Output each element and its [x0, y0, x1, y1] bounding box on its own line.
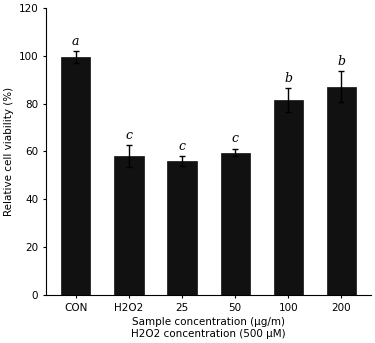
Bar — [61, 57, 90, 295]
Text: c: c — [125, 129, 132, 142]
Bar — [220, 153, 250, 295]
Text: c: c — [232, 132, 239, 145]
X-axis label: Sample concentration (μg/m)
H2O2 concentration (500 μM): Sample concentration (μg/m) H2O2 concent… — [131, 317, 286, 339]
Y-axis label: Relative cell viability (%): Relative cell viability (%) — [4, 87, 14, 216]
Text: b: b — [338, 55, 345, 68]
Text: b: b — [284, 72, 292, 85]
Bar — [114, 156, 144, 295]
Text: a: a — [72, 35, 80, 48]
Bar — [274, 100, 303, 295]
Bar — [327, 87, 356, 295]
Bar — [168, 161, 196, 295]
Text: c: c — [178, 140, 186, 153]
